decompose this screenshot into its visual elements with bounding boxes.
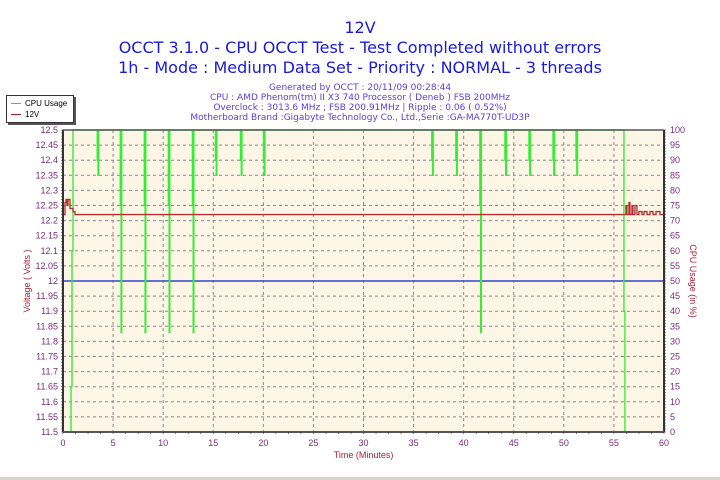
y-tick-label: 12.35 (35, 170, 58, 180)
y-tick-label: 12.15 (35, 231, 58, 241)
y2-tick-label: 100 (670, 125, 685, 135)
y-tick-label: 11.85 (36, 321, 58, 331)
y2-tick-label: 20 (670, 367, 680, 377)
y2-tick-label: 65 (670, 231, 680, 241)
y2-tick-label: 85 (670, 170, 680, 180)
y2-tick-label: 35 (670, 321, 680, 331)
y2-tick-label: 25 (670, 352, 680, 362)
y2-tick-label: 60 (670, 246, 680, 256)
y-tick-label: 11.65 (36, 382, 58, 392)
x-tick-label: 45 (509, 438, 519, 448)
y-tick-label: 11.9 (41, 306, 58, 316)
y-tick-label: 12.1 (40, 246, 58, 256)
generated-info: Generated by OCCT : 20/11/09 00:28:44 (268, 83, 452, 93)
y2-tick-label: 75 (670, 201, 680, 211)
x-tick-label: 25 (308, 438, 318, 448)
y-tick-label: 12.3 (40, 185, 58, 195)
y2-tick-label: 10 (670, 397, 680, 407)
y2-tick-label: 0 (670, 427, 675, 437)
x-tick-label: 10 (158, 438, 168, 448)
y-tick-label: 12.4 (40, 155, 58, 165)
legend-label: 12V (25, 110, 40, 119)
y2-tick-label: 90 (670, 155, 680, 165)
y-tick-label: 11.8 (41, 336, 58, 346)
y2-tick-label: 30 (670, 336, 680, 346)
y-tick-label: 11.95 (36, 291, 58, 301)
y-tick-label: 12.2 (40, 216, 58, 226)
voltage-line (63, 198, 665, 216)
y-tick-label: 11.55 (36, 412, 58, 422)
y2-tick-label: 45 (670, 291, 680, 301)
y2-tick-label: 70 (670, 216, 680, 226)
cpu-info: CPU : AMD Phenom(tm) II X3 740 Processor… (210, 93, 510, 103)
legend-item-cpu-usage: CPU Usage (11, 98, 67, 109)
y-tick-label: 12 (48, 276, 58, 286)
y-tick-label: 11.6 (41, 397, 58, 407)
overclock-info: Overclock : 3013.6 MHz ; FSB 200.91MHz |… (213, 103, 507, 113)
legend: CPU Usage 12V (6, 95, 74, 123)
x-tick-label: 30 (358, 438, 368, 448)
12v-swatch-icon (11, 114, 21, 115)
x-tick-label: 20 (258, 438, 268, 448)
y-axis-title: Voltage ( Volts ) (22, 249, 32, 312)
x-tick-label: 35 (409, 438, 419, 448)
cpu-usage-swatch-icon (11, 103, 21, 104)
legend-item-12v: 12V (11, 109, 39, 120)
y2-tick-label: 15 (670, 382, 680, 392)
y-tick-label: 11.5 (41, 427, 58, 437)
x-tick-label: 5 (111, 438, 116, 448)
legend-label: CPU Usage (25, 99, 68, 108)
x-tick-label: 50 (559, 438, 569, 448)
x-tick-label: 60 (659, 438, 669, 448)
test-summary: OCCT 3.1.0 - CPU OCCT Test - Test Comple… (118, 38, 602, 57)
y2-tick-label: 40 (670, 306, 680, 316)
y-tick-label: 11.7 (41, 367, 58, 377)
test-settings: 1h - Mode : Medium Data Set - Priority :… (118, 58, 602, 77)
y-tick-label: 12.25 (35, 201, 58, 211)
y-tick-label: 12.5 (40, 125, 58, 135)
y-tick-label: 12.05 (35, 261, 58, 271)
y2-tick-label: 95 (670, 140, 680, 150)
y2-axis-title: CPU Usage (in %) (688, 244, 698, 318)
y-tick-label: 11.75 (36, 352, 58, 362)
window-bottom-edge (0, 477, 720, 480)
x-tick-label: 15 (208, 438, 218, 448)
y2-tick-label: 5 (670, 412, 675, 422)
y2-tick-label: 50 (670, 276, 680, 286)
x-axis-title: Time (Minutes) (334, 450, 394, 460)
motherboard-info: Motherboard Brand :Gigabyte Technology C… (190, 113, 530, 123)
chart-title: 12V (344, 18, 376, 37)
y2-tick-label: 80 (670, 185, 680, 195)
y2-tick-label: 55 (670, 261, 680, 271)
x-tick-label: 40 (459, 438, 469, 448)
x-tick-label: 0 (60, 438, 65, 448)
y-tick-label: 12.45 (35, 140, 58, 150)
x-tick-label: 55 (609, 438, 619, 448)
